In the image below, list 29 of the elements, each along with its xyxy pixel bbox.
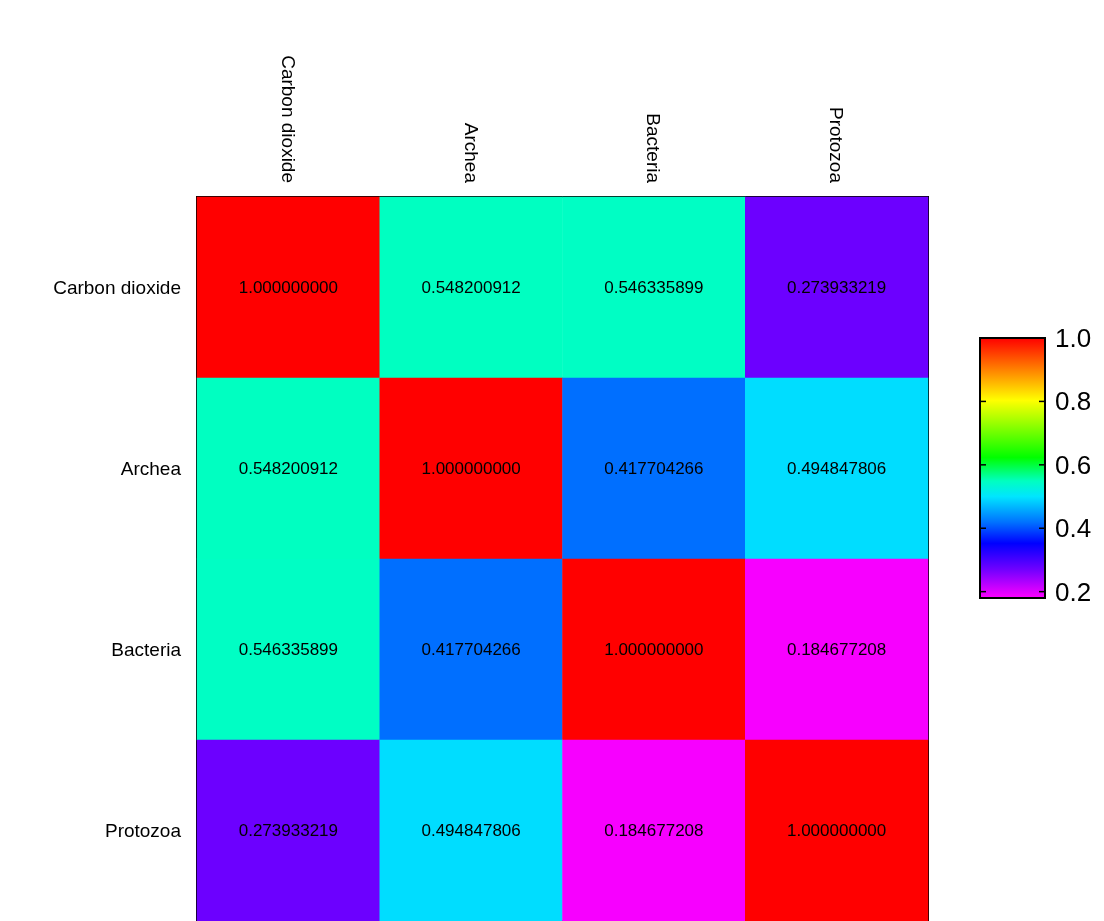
data-label: 1.000000000: [421, 459, 521, 478]
data-label: 1.000000000: [786, 821, 887, 840]
data-label: 0.546335899: [604, 278, 704, 297]
data-label: 0.548200912: [238, 459, 339, 478]
color-bar-label: 0.8: [1055, 386, 1092, 417]
x-tick-label: Carbon dioxide: [277, 55, 299, 183]
color-bar-label: 1.0: [1055, 323, 1092, 353]
data-label: 0.417704266: [604, 459, 704, 478]
data-label: 0.184677208: [604, 821, 704, 840]
color-bar-label: 0.2: [1055, 576, 1092, 607]
data-label: 0.494847806: [786, 459, 887, 478]
data-label: 0.184677208: [786, 640, 887, 659]
y-tick-label: Protozoa: [104, 820, 182, 841]
y-tick-label: Bacteria: [111, 639, 182, 660]
data-label: 0.548200912: [421, 278, 521, 297]
y-tick-label: Archea: [120, 458, 182, 479]
x-tick-label: Archea: [460, 122, 482, 184]
color-bar-label: 0.6: [1055, 449, 1092, 480]
data-label: 0.273933219: [786, 278, 887, 297]
data-label: 1.000000000: [604, 640, 704, 659]
data-label: 0.273933219: [238, 821, 339, 840]
data-label: 0.494847806: [421, 821, 521, 840]
data-label: 1.000000000: [238, 278, 339, 297]
y-tick-label: Carbon dioxide: [53, 277, 181, 298]
x-tick-label: Bacteria: [643, 113, 665, 184]
data-label: 0.417704266: [421, 640, 521, 659]
data-label: 0.546335899: [238, 640, 339, 659]
color-bar-label: 0.4: [1055, 513, 1092, 544]
x-tick-label: Protozoa: [826, 106, 848, 184]
